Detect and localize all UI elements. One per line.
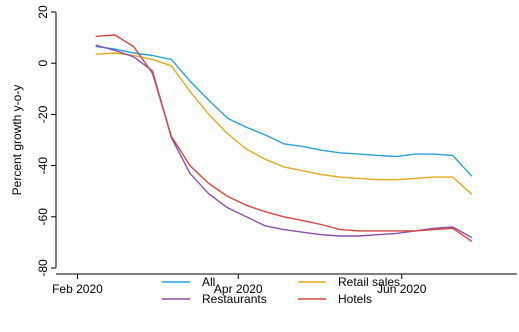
legend-label-all: All: [202, 275, 215, 289]
series-line-retail-sales: [95, 52, 473, 195]
legend-label-retail-sales: Retail sales: [338, 275, 400, 289]
y-ticks: 20 0 -20 -40 -60 -80: [36, 5, 56, 277]
legend-label-restaurants: Restaurants: [202, 292, 267, 306]
legend-label-hotels: Hotels: [338, 292, 372, 306]
y-tick-label: -80: [36, 259, 50, 277]
series-layer: [95, 34, 473, 242]
series-line-all: [95, 45, 473, 177]
x-tick-label: Apr 2020: [214, 282, 263, 296]
y-tick-label: -20: [36, 105, 50, 123]
y-tick-label: 20: [36, 5, 50, 19]
x-ticks: Feb 2020 Apr 2020 Jun 2020: [52, 274, 427, 296]
axes: [55, 12, 517, 275]
y-tick-label: 0: [36, 60, 50, 67]
series-line-hotels: [95, 34, 473, 242]
y-tick-label: -60: [36, 208, 50, 226]
x-tick-label: Feb 2020: [52, 282, 103, 296]
y-tick-label: -40: [36, 157, 50, 175]
x-tick-label: Jun 2020: [377, 282, 427, 296]
legend: All Retail sales Restaurants Hotels: [162, 275, 400, 306]
y-axis-title: Percent growth y-o-y: [10, 85, 24, 196]
